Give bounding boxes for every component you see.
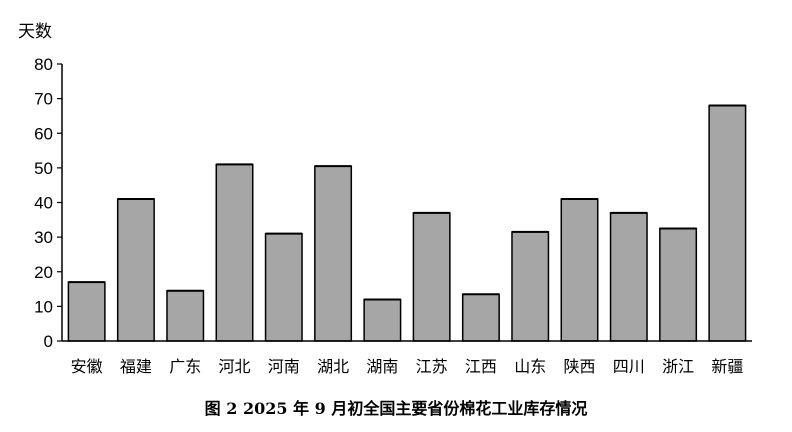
y-tick-label: 0 — [44, 332, 53, 351]
x-category-label: 山东 — [514, 357, 546, 376]
bar-10 — [511, 231, 550, 342]
bar-1 — [67, 281, 106, 342]
bar-5 — [264, 232, 303, 342]
x-category-label: 广东 — [169, 357, 201, 376]
x-category-label: 安徽 — [71, 357, 103, 376]
bar-14 — [708, 104, 747, 342]
bar-12 — [609, 212, 648, 342]
y-tick-label: 20 — [34, 263, 53, 282]
bar-7 — [363, 298, 402, 342]
x-category-label: 福建 — [120, 357, 152, 376]
x-category-label: 河南 — [268, 357, 300, 376]
bar-9 — [461, 293, 500, 342]
x-category-label: 四川 — [613, 357, 645, 376]
bar-13 — [659, 227, 698, 342]
x-category-label: 陕西 — [563, 357, 595, 376]
y-tick-label: 80 — [34, 55, 53, 74]
y-tick-label: 40 — [34, 194, 53, 213]
bar-2 — [116, 198, 155, 342]
bar-6 — [314, 165, 353, 342]
x-category-label: 河北 — [218, 357, 250, 376]
y-tick-label: 10 — [34, 297, 53, 316]
y-tick-label: 50 — [34, 159, 53, 178]
bar-4 — [215, 163, 254, 342]
x-category-label: 江西 — [465, 357, 497, 376]
x-category-label: 浙江 — [662, 357, 694, 376]
bar-3 — [166, 290, 205, 342]
y-tick-label: 60 — [34, 124, 53, 143]
x-category-label: 江苏 — [416, 357, 448, 376]
x-category-label: 湖南 — [366, 357, 398, 376]
chart-caption: 图 2 2025 年 9 月初全国主要省份棉花工业库存情况 — [205, 399, 588, 418]
y-tick-label: 70 — [34, 90, 53, 109]
x-category-label: 新疆 — [711, 357, 743, 376]
y-tick-label: 30 — [34, 228, 53, 247]
bar-8 — [412, 212, 451, 342]
y-axis-label: 天数 — [18, 22, 52, 42]
bar-11 — [560, 198, 599, 342]
x-category-label: 湖北 — [317, 357, 349, 376]
